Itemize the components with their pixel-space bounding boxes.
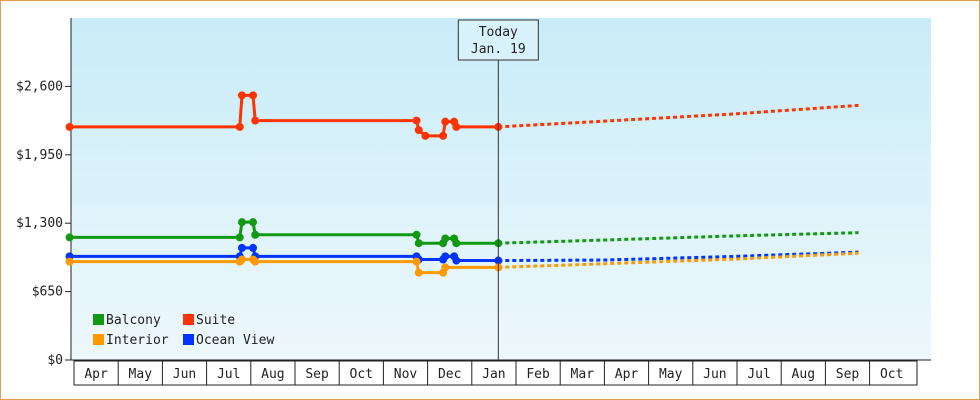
- data-point: [439, 131, 448, 140]
- y-tick-label: $650: [32, 285, 63, 300]
- data-point: [441, 263, 450, 272]
- legend-swatch: [93, 314, 104, 325]
- data-point: [441, 252, 450, 261]
- data-point: [412, 257, 421, 266]
- plot-area: [71, 18, 931, 360]
- legend-label: Balcony: [106, 313, 161, 328]
- month-label: Sep: [836, 367, 860, 382]
- data-point: [251, 230, 260, 239]
- x-axis: Apr May Jun Jul Aug Sep Oct Nov Dec Jan Feb Mar Apr M…: [71, 359, 931, 386]
- y-tick-label: $0: [47, 353, 63, 368]
- data-point: [441, 234, 450, 243]
- month-label: Oct: [880, 367, 903, 382]
- month-label: Feb: [526, 367, 550, 382]
- today-date: Jan. 19: [471, 42, 526, 57]
- legend-label: Interior: [106, 333, 169, 348]
- legend-label: Suite: [196, 313, 235, 328]
- data-point: [235, 233, 244, 242]
- month-label: Oct: [350, 367, 373, 382]
- data-point: [414, 268, 423, 277]
- y-tick-label: $2,600: [16, 79, 63, 94]
- month-label: Apr: [615, 367, 639, 382]
- data-point: [65, 257, 74, 266]
- data-point: [251, 257, 260, 266]
- series-balcony: [65, 218, 859, 248]
- month-label: Apr: [84, 367, 108, 382]
- month-label: Jul: [747, 367, 770, 382]
- data-point: [249, 91, 258, 100]
- y-axis: $0 $650 $1,300 $1,950 $2,600: [16, 18, 72, 368]
- month-label: Aug: [792, 367, 815, 382]
- month-label: Mar: [571, 367, 595, 382]
- data-point: [421, 131, 430, 140]
- data-point: [65, 233, 74, 242]
- data-point: [414, 239, 423, 248]
- month-label: Nov: [394, 367, 418, 382]
- series-layer: [65, 91, 859, 277]
- month-label: May: [129, 367, 153, 382]
- data-point: [237, 243, 246, 252]
- data-point: [237, 218, 246, 227]
- month-label: Aug: [261, 367, 284, 382]
- series-suite: [65, 91, 859, 140]
- data-point: [412, 230, 421, 239]
- data-point: [251, 116, 260, 125]
- legend-swatch: [93, 334, 104, 345]
- legend: Balcony Suite Interior Ocean View: [93, 313, 274, 348]
- y-tick-label: $1,300: [16, 216, 63, 231]
- month-label: Dec: [438, 367, 461, 382]
- month-label: May: [659, 367, 683, 382]
- legend-swatch: [183, 334, 194, 345]
- today-marker: Today Jan. 19: [457, 19, 539, 360]
- month-label: Sep: [305, 367, 329, 382]
- y-tick-label: $1,950: [16, 148, 63, 163]
- data-point: [452, 122, 461, 131]
- data-point: [412, 116, 421, 125]
- data-point: [237, 255, 246, 264]
- data-point: [414, 126, 423, 135]
- today-box: [457, 19, 539, 61]
- data-point: [249, 243, 258, 252]
- month-label: Jun: [703, 367, 726, 382]
- data-point: [237, 91, 246, 100]
- data-point: [452, 256, 461, 265]
- month-label: Jul: [217, 367, 240, 382]
- data-point: [441, 117, 450, 126]
- data-point: [249, 218, 258, 227]
- legend-label: Ocean View: [196, 333, 274, 348]
- series-interior: [65, 251, 859, 277]
- today-label: Today: [479, 25, 518, 40]
- data-point: [452, 239, 461, 248]
- month-label: Jun: [173, 367, 196, 382]
- legend-swatch: [183, 314, 194, 325]
- month-label: Jan: [482, 367, 505, 382]
- data-point: [65, 122, 74, 131]
- month-axis-box: [73, 360, 918, 386]
- data-point: [235, 122, 244, 131]
